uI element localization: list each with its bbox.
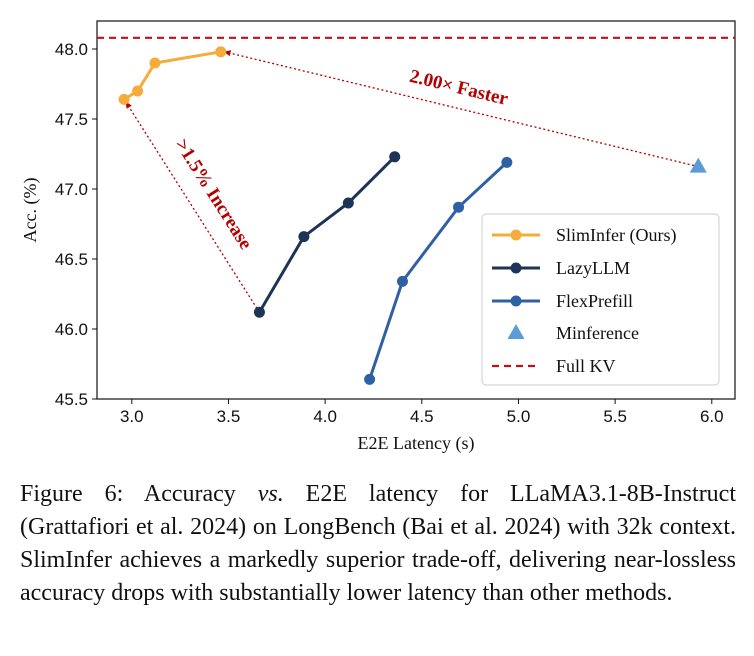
x-tick-label: 5.0 — [507, 407, 531, 426]
x-tick-label: 4.5 — [410, 407, 434, 426]
flexprefill-line — [368, 161, 508, 380]
legend-swatch-minference — [507, 324, 525, 339]
lazyllm-line — [258, 155, 396, 313]
caption-prefix: Figure 6: Accuracy — [20, 481, 258, 507]
legend-label: FlexPrefill — [556, 291, 633, 311]
lazyllm-point — [342, 197, 354, 209]
legend-label: Minference — [556, 323, 639, 343]
figure-caption: Figure 6: Accuracy vs. E2E latency for L… — [20, 478, 736, 610]
y-axis-label: Acc. (%) — [20, 178, 41, 243]
x-tick-label: 3.0 — [120, 407, 144, 426]
legend-box — [481, 213, 720, 386]
caption-vs: vs. — [257, 481, 284, 507]
flexprefill-point — [501, 156, 513, 168]
y-tick-label: 46.0 — [55, 320, 88, 339]
x-tick-label: 5.5 — [603, 407, 627, 426]
legend-swatch-marker — [510, 295, 522, 307]
accuracy-latency-chart: 3.0 3.5 4.0 4.5 5.0 5.5 6.0 45.5 46.0 46.5 47.0 47.… — [20, 20, 736, 454]
sliminfer-ours-point — [132, 85, 144, 97]
legend: SlimInfer (Ours) LazyLLM FlexPrefill Minfer… — [481, 213, 720, 386]
flexprefill-point — [396, 275, 408, 287]
annotation-arrow — [125, 101, 260, 313]
y-tick-label: 45.5 — [55, 390, 88, 409]
legend-label: LazyLLM — [556, 258, 630, 278]
x-axis-label: E2E Latency (s) — [358, 433, 475, 454]
caption-body: E2E latency for LLaMA3.1-8B-Instruct (Gr… — [20, 481, 737, 606]
legend-label: Full KV — [556, 356, 616, 376]
y-tick-label: 47.5 — [55, 110, 88, 129]
sliminfer-ours-point — [215, 46, 227, 58]
sliminfer-ours-point — [118, 93, 130, 105]
flexprefill-point — [453, 201, 465, 213]
legend-swatch-marker — [510, 229, 522, 241]
sliminfer-ours-point — [149, 57, 161, 69]
sliminfer-ours-line — [123, 50, 221, 101]
lazyllm-point — [298, 231, 310, 243]
y-tick-label: 48.0 — [55, 40, 88, 59]
y-tick-label: 47.0 — [55, 180, 88, 199]
lazyllm-point — [253, 306, 265, 318]
flexprefill-point — [364, 373, 376, 385]
x-tick-label: 3.5 — [217, 407, 241, 426]
legend-swatch-marker — [510, 262, 522, 274]
x-tick-label: 4.0 — [313, 407, 337, 426]
lazyllm-point — [389, 151, 401, 163]
y-tick-label: 46.5 — [55, 250, 88, 269]
legend-label: SlimInfer (Ours) — [556, 225, 676, 246]
minference-point — [689, 157, 707, 173]
x-tick-label: 6.0 — [700, 407, 724, 426]
annotation-arrow — [223, 50, 699, 168]
